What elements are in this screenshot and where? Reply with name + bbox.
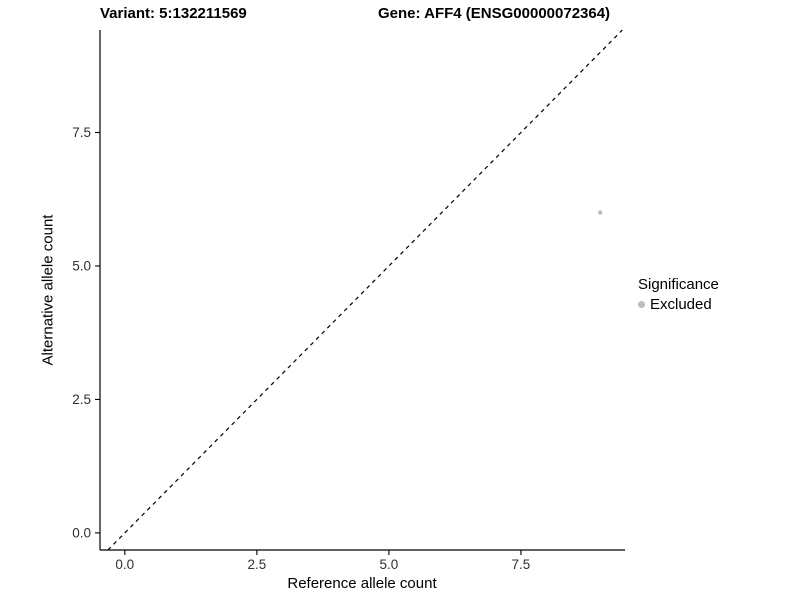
y-tick-label: 2.5 (72, 392, 91, 407)
legend-entry-excluded: Excluded (638, 296, 719, 313)
y-tick-label: 0.0 (72, 525, 91, 540)
y-tick-label: 7.5 (72, 125, 91, 140)
x-axis-title: Reference allele count (287, 575, 437, 592)
x-tick-label: 7.5 (512, 557, 531, 572)
legend-title: Significance (638, 276, 719, 293)
x-tick-label: 2.5 (247, 557, 266, 572)
variant-title: Variant: 5:132211569 (100, 5, 247, 22)
legend-key-dot-icon (638, 301, 645, 308)
legend-entry-label: Excluded (650, 296, 712, 313)
legend: Significance Excluded (638, 276, 719, 313)
gene-title: Gene: AFF4 (ENSG00000072364) (378, 5, 611, 22)
y-axis-title: Alternative allele count (39, 214, 57, 366)
data-point (597, 210, 603, 215)
x-tick-label: 5.0 (380, 557, 399, 572)
y-tick-label: 5.0 (72, 258, 91, 273)
x-tick-label: 0.0 (115, 557, 134, 572)
identity-line (107, 29, 623, 551)
